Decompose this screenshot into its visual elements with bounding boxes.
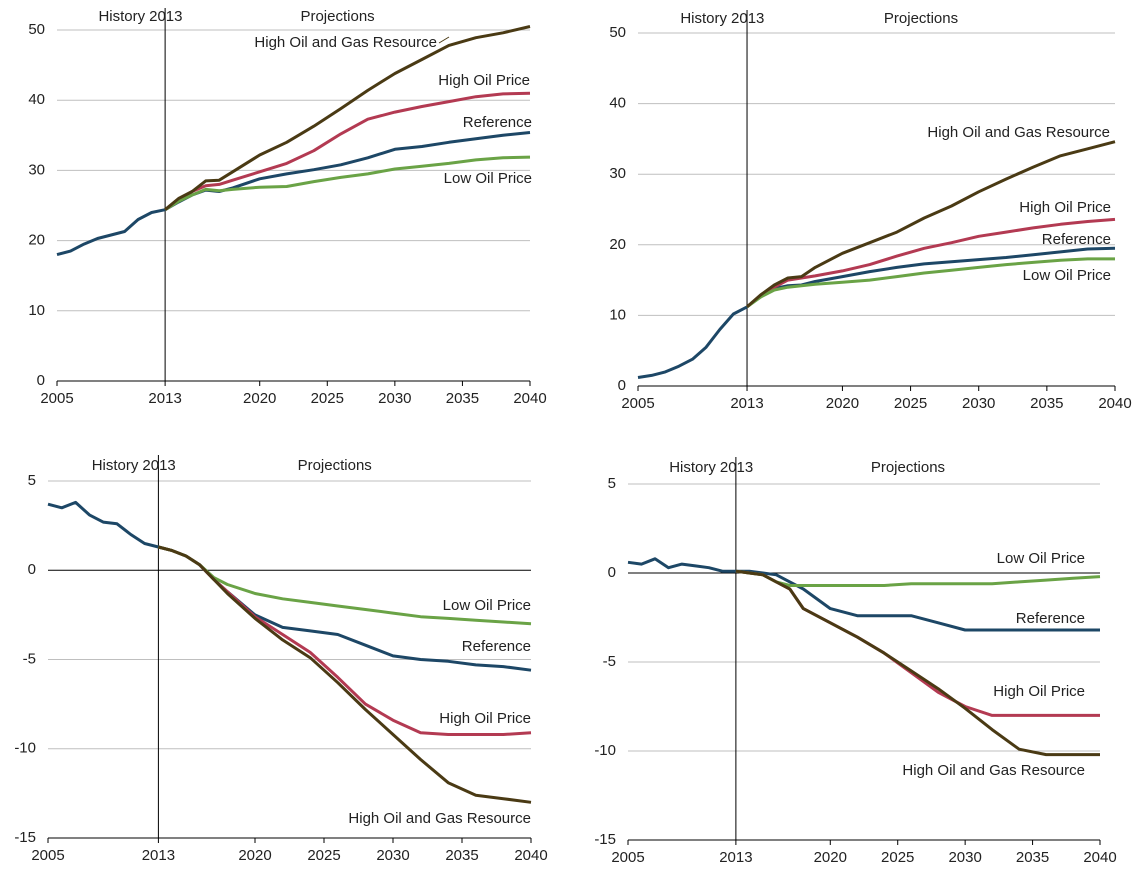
- x-tick-label: 2035: [446, 390, 479, 407]
- y-tick-label: 20: [609, 236, 626, 253]
- series-label: High Oil and Gas Resource: [254, 34, 437, 51]
- series-label: Low Oil Price: [997, 550, 1085, 567]
- x-tick-label: 2030: [378, 390, 411, 407]
- x-tick-label: 2025: [881, 849, 914, 866]
- history-label: History: [92, 457, 139, 474]
- x-tick-label: 2005: [31, 847, 64, 864]
- series-label: High Oil and Gas Resource: [348, 810, 531, 827]
- x-tick-label: 2025: [311, 390, 344, 407]
- y-tick-label: -15: [594, 831, 616, 848]
- y-tick-label: -10: [14, 740, 36, 757]
- projections-label: Projections: [884, 10, 958, 27]
- series-label: High Oil and Gas Resource: [927, 124, 1110, 141]
- x-tick-label: 2030: [962, 395, 995, 412]
- x-tick-label: 2030: [948, 849, 981, 866]
- series-line: [627, 557, 1100, 632]
- series-label: High Oil Price: [1019, 199, 1111, 216]
- history-label: History: [98, 8, 145, 25]
- y-tick-label: 50: [609, 24, 626, 41]
- projections-label: Projections: [871, 459, 945, 476]
- series-label: Reference: [1042, 231, 1111, 248]
- series-label: Low Oil Price: [443, 597, 531, 614]
- x-tick-label: 2025: [307, 847, 340, 864]
- divider-label: 2013: [720, 459, 753, 476]
- series-line: [164, 25, 531, 211]
- series-line: [158, 545, 532, 804]
- y-tick-label: 10: [609, 306, 626, 323]
- y-tick-label: -5: [23, 650, 36, 667]
- series-line: [164, 91, 531, 211]
- y-tick-label: 40: [609, 95, 626, 112]
- x-tick-label: 2005: [611, 849, 644, 866]
- series-label: High Oil Price: [993, 683, 1085, 700]
- x-tick-label: 2040: [513, 390, 546, 407]
- series-line: [746, 257, 1115, 309]
- leader-line: [438, 36, 450, 44]
- series-line: [735, 569, 1100, 757]
- x-tick-label: 2020: [243, 390, 276, 407]
- x-tick-label: 2013: [148, 390, 181, 407]
- y-tick-label: -15: [14, 829, 36, 846]
- series-line: [164, 155, 531, 211]
- projections-label: Projections: [298, 457, 372, 474]
- x-tick-label: 2040: [1098, 395, 1131, 412]
- y-tick-label: 30: [28, 161, 45, 178]
- y-tick-label: 10: [28, 302, 45, 319]
- x-tick-label: 2040: [1083, 849, 1116, 866]
- x-tick-label: 2030: [376, 847, 409, 864]
- x-tick-label: 2013: [719, 849, 752, 866]
- series-label: Low Oil Price: [1023, 267, 1111, 284]
- x-tick-label: 2040: [514, 847, 547, 864]
- series-line: [56, 131, 531, 257]
- x-tick-label: 2035: [1016, 849, 1049, 866]
- y-tick-label: 0: [37, 372, 45, 389]
- projections-label: Projections: [300, 8, 374, 25]
- history-label: History: [680, 10, 727, 27]
- series-label: Reference: [463, 114, 532, 131]
- y-tick-label: 5: [28, 472, 36, 489]
- x-tick-label: 2005: [40, 390, 73, 407]
- divider-label: 2013: [149, 8, 182, 25]
- y-tick-label: 40: [28, 91, 45, 108]
- series-label: Reference: [1016, 610, 1085, 627]
- y-tick-label: -5: [603, 653, 616, 670]
- y-tick-label: 5: [608, 475, 616, 492]
- x-tick-label: 2035: [1030, 395, 1063, 412]
- series-label: High Oil and Gas Resource: [902, 762, 1085, 779]
- series-label: High Oil Price: [438, 72, 530, 89]
- y-tick-label: 50: [28, 21, 45, 38]
- x-tick-label: 2025: [894, 395, 927, 412]
- y-tick-label: 0: [608, 564, 616, 581]
- series-line: [746, 140, 1116, 309]
- y-tick-label: -10: [594, 742, 616, 759]
- x-tick-label: 2013: [142, 847, 175, 864]
- x-tick-label: 2020: [826, 395, 859, 412]
- y-tick-label: 0: [618, 377, 626, 394]
- series-label: Reference: [462, 638, 531, 655]
- divider-label: 2013: [142, 457, 175, 474]
- x-tick-label: 2020: [238, 847, 271, 864]
- x-tick-label: 2020: [814, 849, 847, 866]
- series-label: High Oil Price: [439, 710, 531, 727]
- x-tick-label: 2035: [445, 847, 478, 864]
- x-tick-label: 2005: [621, 395, 654, 412]
- series-line: [746, 217, 1116, 309]
- y-tick-label: 30: [609, 165, 626, 182]
- history-label: History: [669, 459, 716, 476]
- y-tick-label: 20: [28, 232, 45, 249]
- y-tick-label: 0: [28, 561, 36, 578]
- divider-label: 2013: [731, 10, 764, 27]
- x-tick-label: 2013: [730, 395, 763, 412]
- series-label: Low Oil Price: [444, 170, 532, 187]
